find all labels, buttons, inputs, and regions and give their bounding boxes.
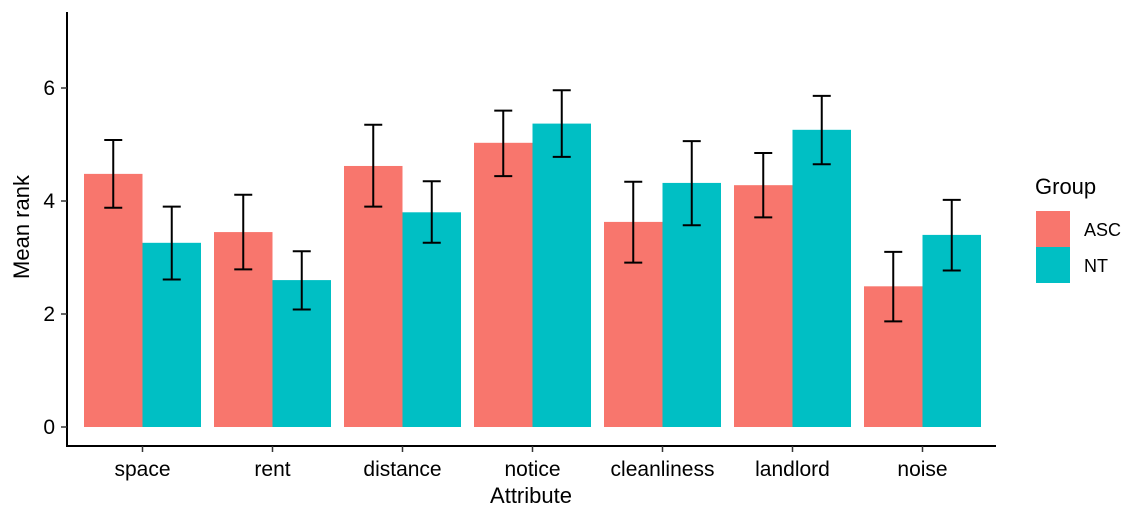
error-bar-asc-space bbox=[104, 138, 123, 209]
bars-layer bbox=[84, 123, 981, 427]
bar-asc-distance bbox=[344, 165, 403, 427]
y-ticks: 0 2 4 6 bbox=[43, 77, 67, 439]
x-tick-label-landlord: landlord bbox=[755, 458, 830, 481]
bar-nt-distance bbox=[402, 212, 461, 427]
error-bar-asc-landlord bbox=[754, 151, 773, 219]
y-axis-title: Mean rank bbox=[9, 174, 34, 279]
error-bar-nt-cleanliness bbox=[682, 140, 701, 227]
error-bar-nt-rent bbox=[292, 250, 311, 311]
bar-asc-landlord bbox=[734, 185, 793, 427]
error-bar-nt-notice bbox=[552, 89, 571, 158]
legend-key-nt bbox=[1036, 247, 1070, 283]
error-bar-nt-noise bbox=[942, 198, 961, 272]
error-bar-asc-rent bbox=[234, 193, 253, 271]
error-bars-layer bbox=[104, 89, 961, 323]
x-ticks: space rent distance notice cleanliness landlo… bbox=[114, 446, 948, 481]
x-tick-label-rent: rent bbox=[254, 458, 290, 481]
error-bar-asc-distance bbox=[364, 123, 383, 208]
bar-nt-notice bbox=[532, 123, 591, 427]
x-tick-label-cleanliness: cleanliness bbox=[611, 458, 715, 481]
legend-label-nt: NT bbox=[1084, 256, 1108, 276]
x-tick-label-space: space bbox=[114, 458, 170, 481]
bar-nt-landlord bbox=[792, 129, 851, 427]
error-bar-asc-noise bbox=[884, 250, 903, 323]
legend: Group ASC NT bbox=[1035, 174, 1121, 283]
error-bar-asc-cleanliness bbox=[624, 180, 643, 264]
error-bar-asc-notice bbox=[494, 109, 513, 178]
y-tick-label-6: 6 bbox=[43, 77, 55, 100]
bar-asc-space bbox=[84, 173, 143, 427]
y-tick-label-0: 0 bbox=[43, 416, 55, 439]
error-bar-nt-landlord bbox=[812, 94, 831, 166]
x-tick-label-notice: notice bbox=[504, 458, 560, 481]
legend-title: Group bbox=[1035, 174, 1096, 199]
error-bar-nt-distance bbox=[422, 180, 441, 244]
y-tick-label-4: 4 bbox=[43, 190, 55, 213]
x-tick-label-distance: distance bbox=[363, 458, 441, 481]
legend-key-asc bbox=[1036, 211, 1070, 247]
bar-asc-notice bbox=[474, 142, 533, 427]
legend-label-asc: ASC bbox=[1084, 220, 1121, 240]
y-tick-label-2: 2 bbox=[43, 303, 55, 326]
x-axis-title: Attribute bbox=[490, 483, 572, 508]
error-bar-nt-space bbox=[162, 205, 181, 281]
x-tick-label-noise: noise bbox=[897, 458, 947, 481]
